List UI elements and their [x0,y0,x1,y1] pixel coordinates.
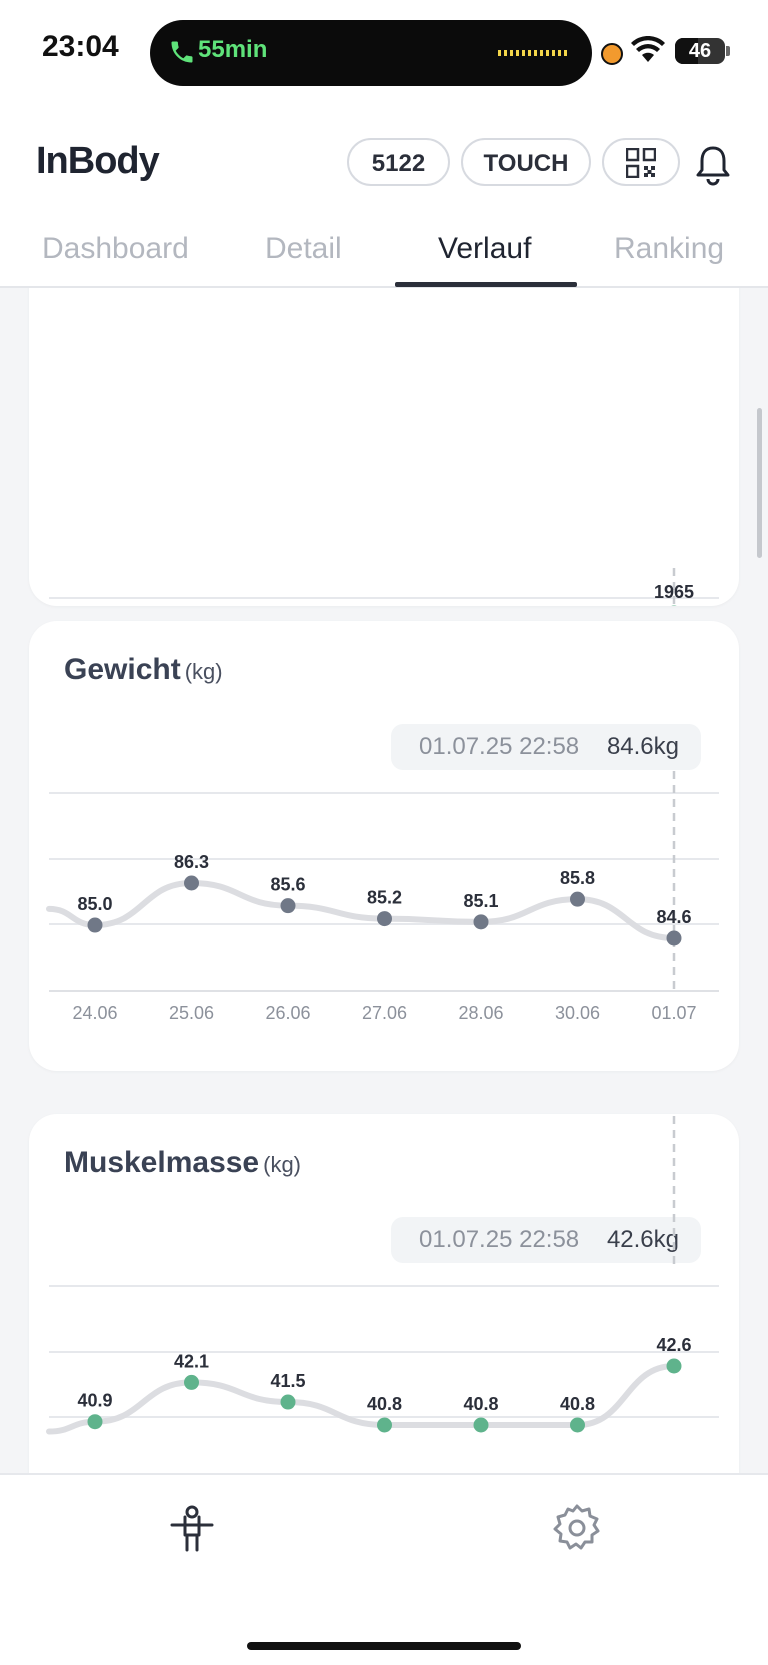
card-unit: (kg) [263,1152,302,1177]
active-tab-indicator [395,282,577,287]
x-tick-label: 25.06 [169,1003,214,1023]
card-unit: (kg) [184,659,223,684]
chart-card-muskelmasse: Muskelmasse (kg) 01.07.25 22:58 42.6kg 40… [29,1114,739,1473]
id-pill-button[interactable]: 5122 [347,138,450,186]
x-tick-label: 24.06 [72,1003,117,1023]
data-point[interactable] [184,875,199,891]
chart-card-gewicht: Gewicht (kg) 01.07.25 22:58 84.6kg 85.0 86… [29,621,739,1071]
card-title: Gewicht (kg) [64,653,223,686]
body-person-icon[interactable] [168,1505,216,1553]
data-label: 84.6 [656,907,691,927]
data-label: 42.1 [174,1351,209,1371]
clock-time: 23:04 [42,30,119,63]
battery-level: 46 [688,40,712,62]
tab-detail[interactable]: Detail [265,232,342,265]
data-point[interactable] [666,1358,682,1374]
data-point[interactable] [87,917,103,933]
tab-ranking[interactable]: Ranking [614,232,725,265]
data-point[interactable] [667,605,682,607]
data-label: 85.8 [560,868,595,888]
dynamic-island-call[interactable]: 55min [150,20,592,86]
audio-wave-icon [498,50,568,56]
privacy-indicator-icon [601,43,623,65]
inbody-logo: InBody [36,140,160,182]
data-label: 40.8 [560,1394,595,1414]
bell-icon[interactable] [694,144,732,186]
data-point[interactable] [570,1417,585,1433]
series-line [46,879,677,941]
touch-pill-button[interactable]: TOUCH [461,138,591,186]
tooltip-date: 01.07.25 22:58 [419,733,580,760]
x-tick-label: 28.06 [458,1003,503,1023]
wifi-icon [631,36,665,62]
scrollbar[interactable] [757,408,762,558]
data-point[interactable] [377,1417,392,1433]
value-tooltip: 01.07.25 22:58 42.6kg [391,1217,701,1263]
qr-code-icon [626,148,656,178]
data-label: 85.1 [463,891,498,911]
phone-icon [171,41,193,63]
gewicht-chart: 85.0 86.3 85.6 85.2 85.1 85.8 84.6 24.06 25.06 26… [46,771,719,1023]
data-label: 85.6 [270,875,305,895]
data-label: 86.3 [174,852,209,872]
chart-card-score: 190019421927190019031900196524.0625.0626… [29,288,739,606]
data-point[interactable] [473,1417,489,1433]
data-point[interactable] [377,911,392,927]
data-label: 41.5 [270,1371,305,1391]
battery-icon: 46 [675,38,725,64]
x-tick-label: 01.07 [651,1003,696,1023]
tab-bar: Dashboard Detail Verlauf Ranking [0,218,768,288]
qr-code-button[interactable] [602,138,680,186]
data-point[interactable] [666,930,682,946]
app-header: InBody 5122 TOUCH Dashboard Detail Verla… [0,110,768,288]
bottom-nav [0,1473,768,1665]
data-label: 1965 [654,582,694,602]
value-tooltip: 01.07.25 22:58 84.6kg [391,724,701,770]
tooltip-value: 42.6kg [606,1226,679,1253]
x-tick-label: 26.06 [265,1003,310,1023]
data-label: 40.9 [77,1391,112,1411]
data-label: 85.2 [367,888,402,908]
tab-verlauf[interactable]: Verlauf [438,232,532,265]
gear-icon[interactable] [552,1503,602,1553]
data-label: 42.6 [656,1335,691,1355]
data-point[interactable] [280,1394,296,1410]
data-label: 40.8 [463,1394,498,1414]
status-bar: 23:04 55min 46 [0,0,768,110]
call-duration: 55min [198,36,268,63]
data-label: 85.0 [77,894,112,914]
tooltip-value: 84.6kg [606,733,679,760]
score-chart: 190019421927190019031900196524.0625.0626… [49,568,719,607]
home-indicator [247,1642,521,1650]
data-point[interactable] [184,1374,199,1390]
data-point[interactable] [570,891,585,907]
x-tick-label: 27.06 [362,1003,407,1023]
muskelmasse-chart: 40.9 42.1 41.5 40.8 40.8 40.8 42.6 [46,1114,719,1435]
tab-dashboard[interactable]: Dashboard [42,232,189,265]
x-tick-label: 30.06 [555,1003,600,1023]
data-point[interactable] [473,914,489,930]
card-title: Muskelmasse (kg) [64,1146,302,1179]
data-point[interactable] [87,1414,103,1430]
tooltip-date: 01.07.25 22:58 [419,1226,580,1253]
data-point[interactable] [280,898,296,914]
data-label: 40.8 [367,1394,402,1414]
history-scroll-view[interactable]: 190019421927190019031900196524.0625.0626… [0,288,768,1473]
